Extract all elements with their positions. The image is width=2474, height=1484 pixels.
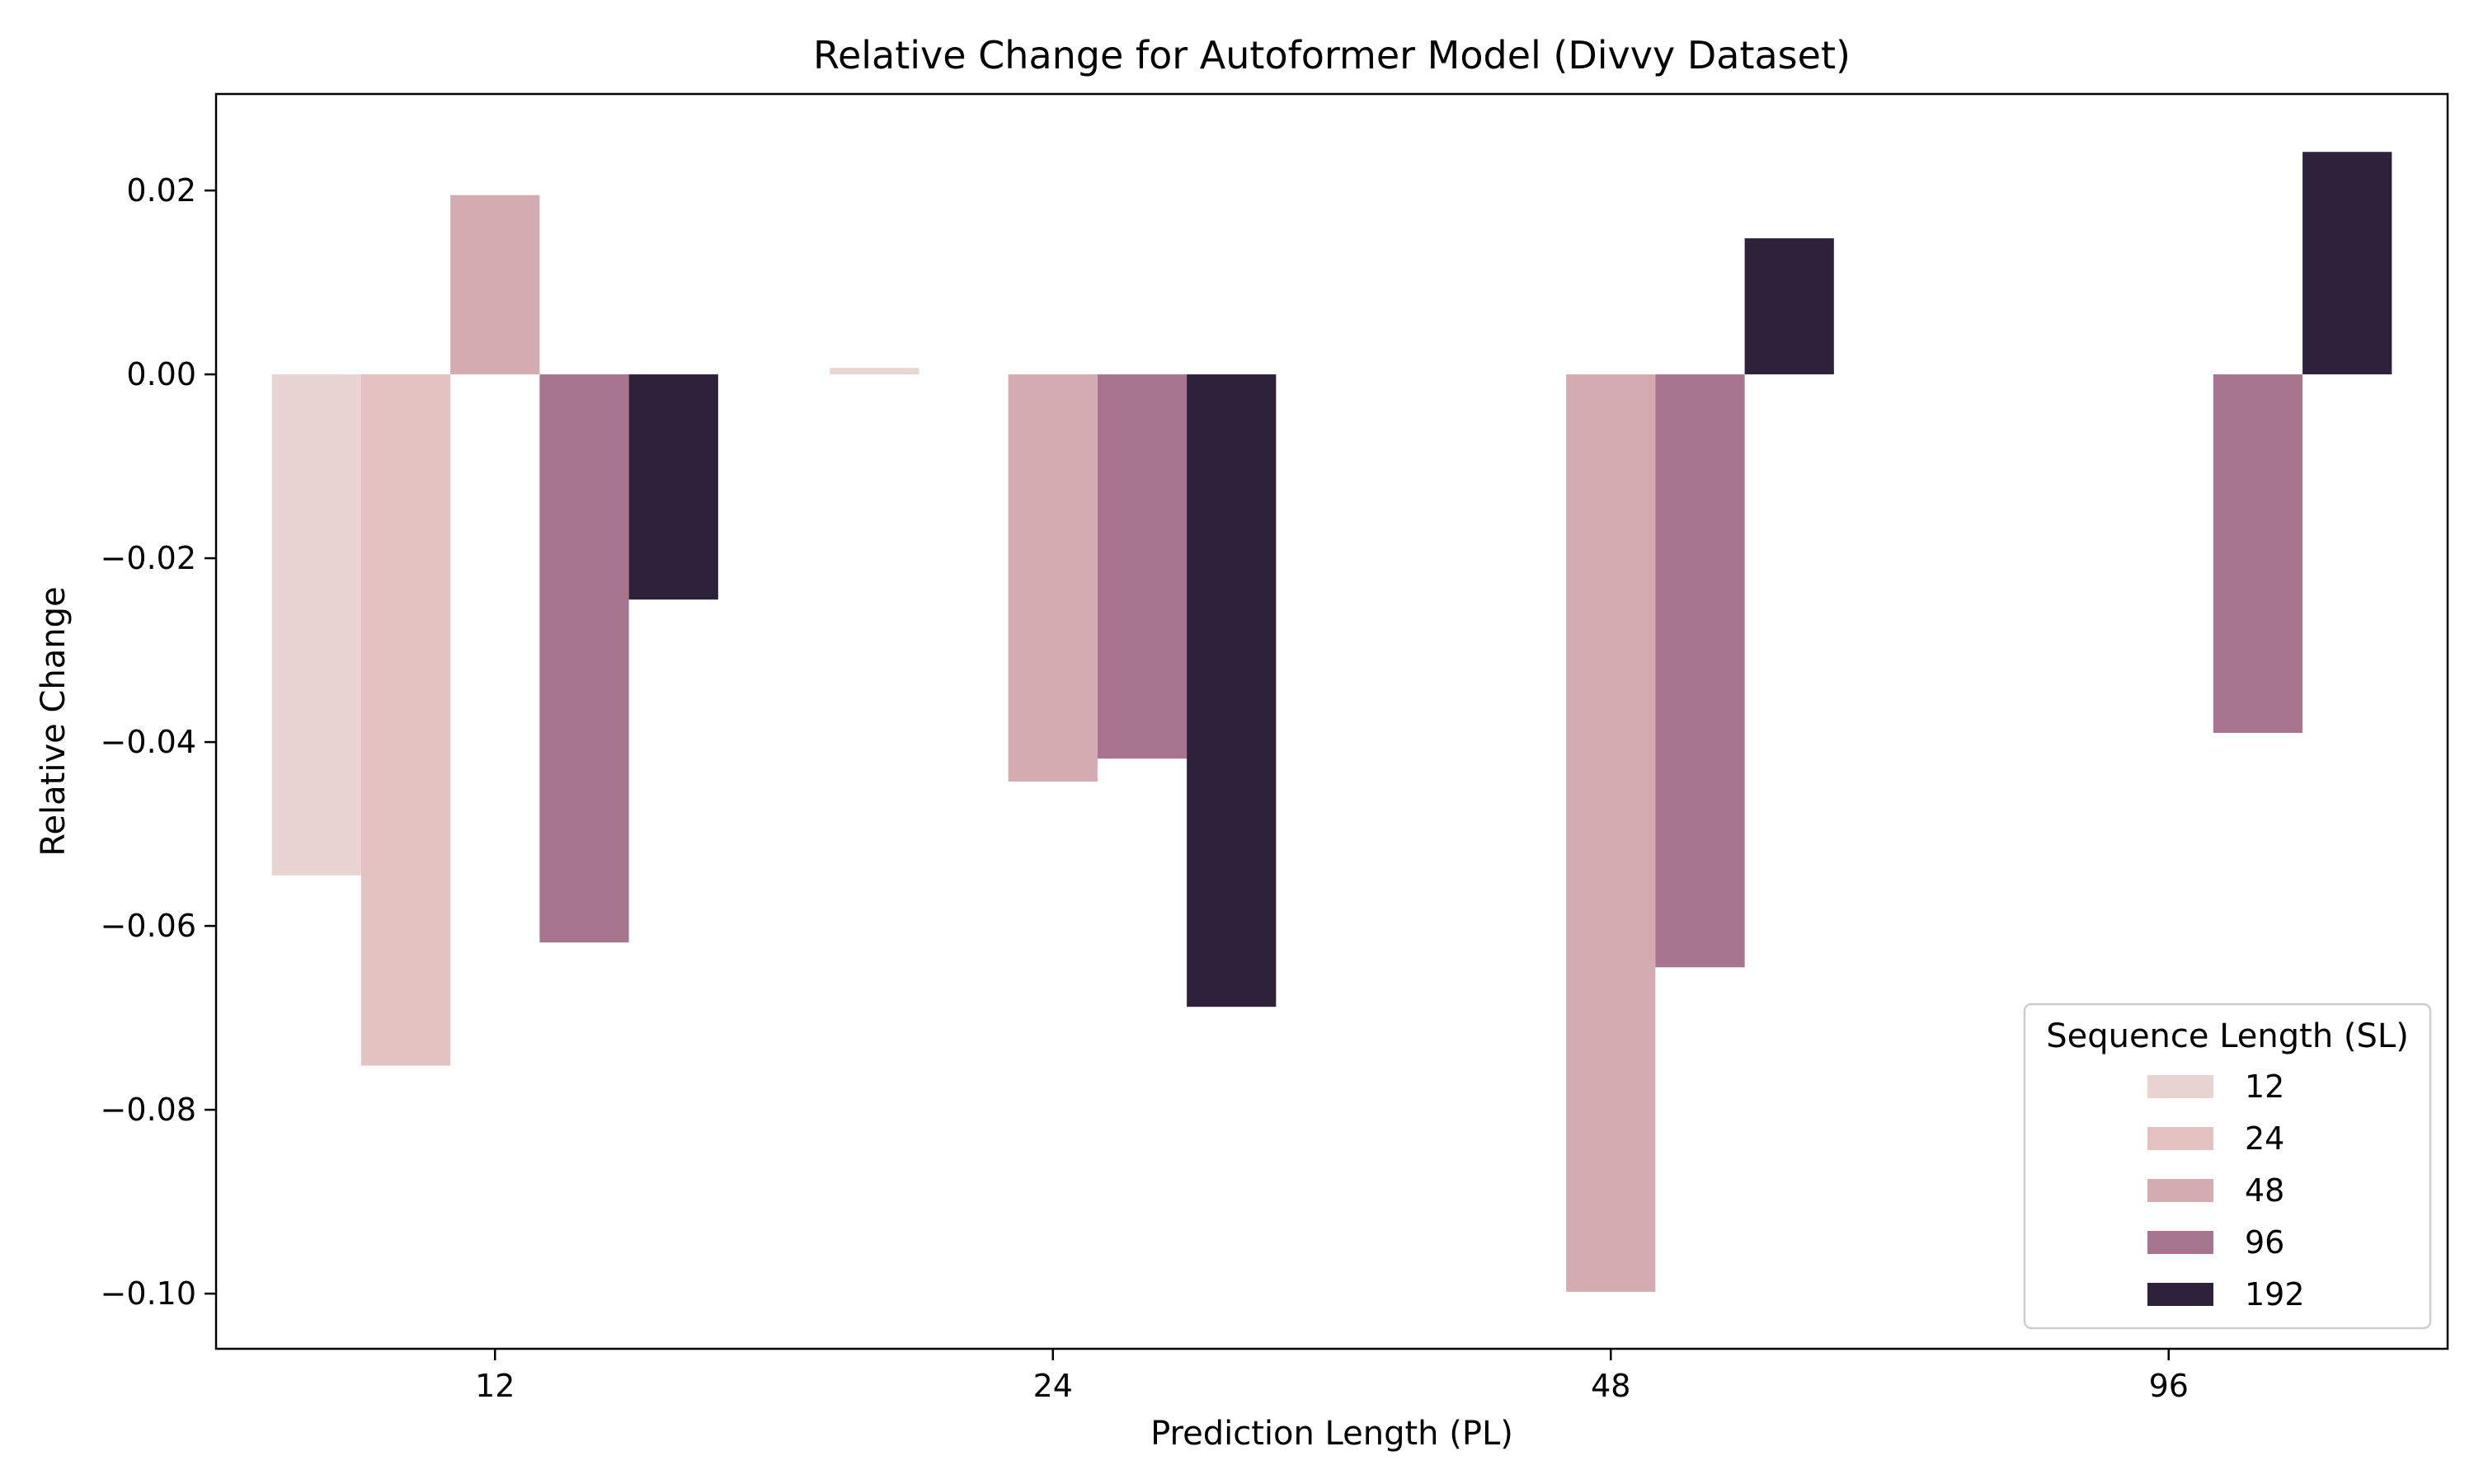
bar-sl192-pl96 bbox=[2302, 152, 2392, 375]
bar-sl96-pl12 bbox=[539, 374, 629, 943]
plot-frame bbox=[214, 92, 2449, 1350]
y-tick-label: −0.10 bbox=[101, 1275, 196, 1312]
legend-swatch-96 bbox=[2147, 1231, 2213, 1254]
y-tick-label: −0.08 bbox=[101, 1092, 196, 1128]
x-tick-label: 24 bbox=[1033, 1368, 1073, 1404]
y-tick-label: −0.06 bbox=[101, 908, 196, 944]
bar-sl96-pl96 bbox=[2213, 374, 2303, 733]
legend-label-48: 48 bbox=[2245, 1172, 2284, 1209]
legend-title: Sequence Length (SL) bbox=[2046, 1017, 2409, 1055]
legend: Sequence Length (SL) 12 24 48 96 192 bbox=[2023, 1003, 2432, 1330]
bar-sl192-pl48 bbox=[1744, 238, 1834, 375]
bar-sl96-pl24 bbox=[1097, 374, 1188, 759]
bar-sl12-pl24 bbox=[830, 368, 920, 375]
legend-swatch-192 bbox=[2147, 1283, 2213, 1306]
bar-sl192-pl24 bbox=[1187, 374, 1277, 1007]
x-axis: 12 24 48 96 bbox=[475, 1349, 2189, 1404]
x-axis-label: Prediction Length (PL) bbox=[1150, 1415, 1513, 1453]
legend-box bbox=[2023, 1003, 2432, 1330]
bar-sl48-pl24 bbox=[1008, 374, 1098, 782]
legend-label-12: 12 bbox=[2245, 1068, 2284, 1105]
bar-sl24-pl12 bbox=[360, 374, 451, 1066]
y-tick-label: 0.02 bbox=[126, 172, 196, 209]
legend-label-192: 192 bbox=[2245, 1276, 2305, 1313]
y-axis: −0.10 −0.08 −0.06 −0.04 −0.02 0.00 0.02 bbox=[101, 172, 216, 1312]
x-tick-label: 48 bbox=[1591, 1368, 1630, 1404]
legend-label-96: 96 bbox=[2245, 1224, 2284, 1261]
bar-sl96-pl48 bbox=[1655, 374, 1745, 968]
legend-swatch-12 bbox=[2147, 1075, 2213, 1098]
x-tick-label: 12 bbox=[475, 1368, 515, 1404]
legend-swatch-48 bbox=[2147, 1179, 2213, 1202]
bars-group bbox=[271, 152, 2392, 1292]
legend-swatch-24 bbox=[2147, 1127, 2213, 1150]
bar-sl12-pl12 bbox=[271, 374, 361, 876]
chart-title: Relative Change for Autoformer Model (Di… bbox=[813, 33, 1851, 77]
bar-sl192-pl12 bbox=[628, 374, 718, 600]
y-tick-label: 0.00 bbox=[126, 356, 196, 392]
y-axis-label: Relative Change bbox=[35, 586, 73, 856]
bar-sl48-pl12 bbox=[450, 195, 540, 375]
y-tick-label: −0.04 bbox=[101, 724, 196, 760]
x-tick-label: 96 bbox=[2149, 1368, 2189, 1404]
bar-sl48-pl48 bbox=[1566, 374, 1656, 1292]
legend-label-24: 24 bbox=[2245, 1120, 2284, 1157]
y-tick-label: −0.02 bbox=[101, 540, 196, 576]
